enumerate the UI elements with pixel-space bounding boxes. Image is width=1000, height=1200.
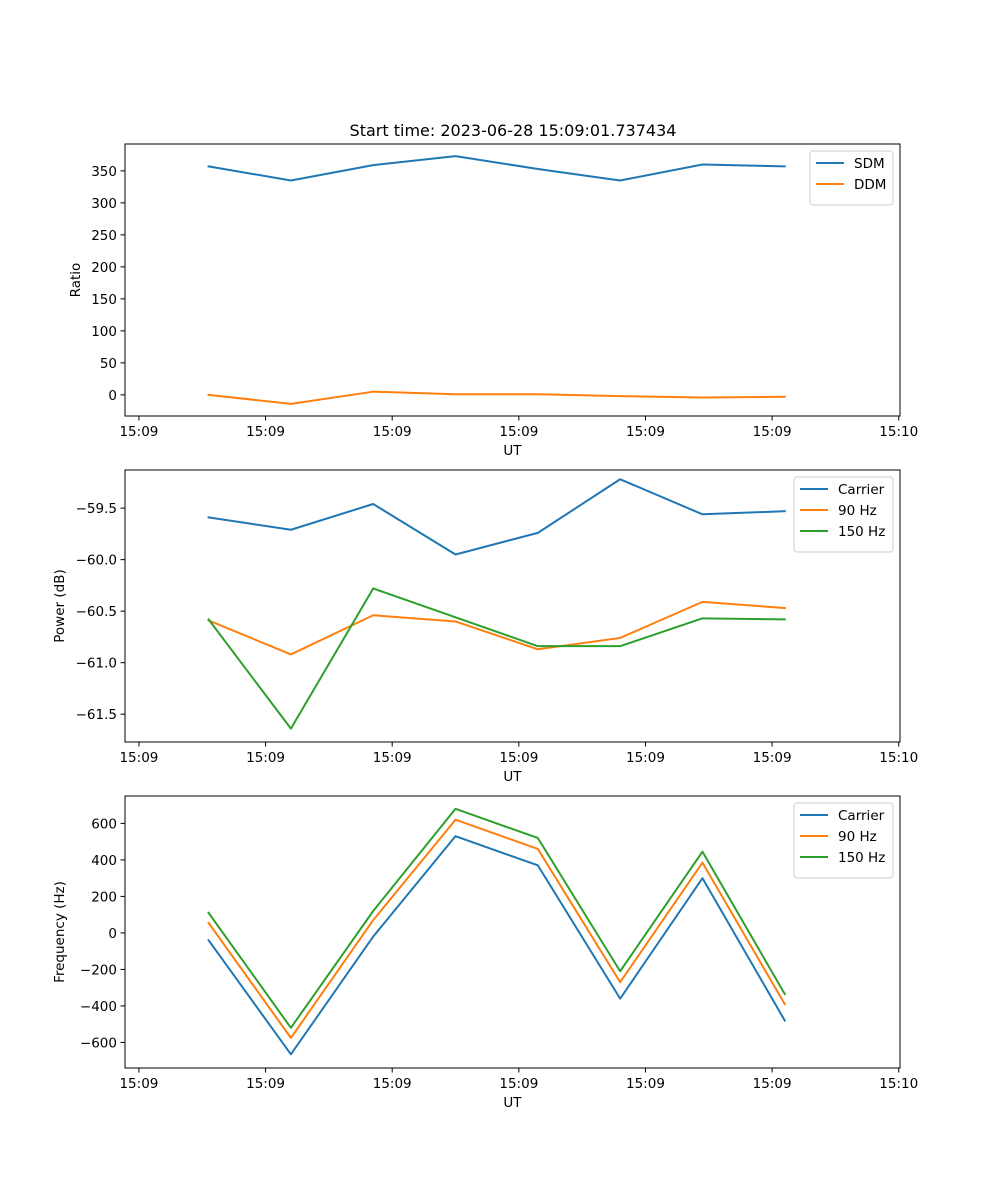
ratio-y-tick-label: 0 <box>108 388 117 404</box>
frequency-y-tick-label: −200 <box>80 962 117 978</box>
ratio-series-sdm-line <box>207 155 786 182</box>
power-series-150-hz-line <box>207 587 786 730</box>
frequency-y-tick-label: 600 <box>91 816 117 832</box>
power-axes-frame <box>124 469 901 743</box>
frequency-y-tick-label: −400 <box>80 999 117 1015</box>
power-x-tick-label: 15:09 <box>246 750 285 766</box>
power-y-axis-label: Power (dB) <box>52 569 68 642</box>
ratio-series-ddm-line <box>207 390 786 405</box>
power-subplot: 15:09 15:09 15:09 15:09 15:09 15:09 15:10 −61.5… <box>52 469 918 785</box>
power-x-tick-label: 15:09 <box>119 750 158 766</box>
frequency-x-tick-label: 15:09 <box>373 1076 412 1092</box>
frequency-x-tick-label: 15:09 <box>499 1076 538 1092</box>
frequency-series-90-hz-line <box>207 818 787 1039</box>
power-legend-label: Carrier <box>838 482 885 498</box>
power-y-tick-label: −60.0 <box>76 553 117 569</box>
power-y-tick-label: −61.5 <box>76 707 117 723</box>
power-y-tick-label: −59.5 <box>76 501 117 517</box>
ratio-legend-label: DDM <box>854 177 886 193</box>
ratio-y-tick-label: 250 <box>91 228 117 244</box>
frequency-y-tick-label: −600 <box>80 1035 117 1051</box>
frequency-x-tick-label: 15:09 <box>753 1076 792 1092</box>
frequency-axes-frame <box>124 795 901 1069</box>
frequency-y-tick-label: 0 <box>108 926 117 942</box>
ratio-axes-frame <box>124 143 901 417</box>
frequency-x-tick-label: 15:09 <box>246 1076 285 1092</box>
power-y-tick-label: −60.5 <box>76 604 117 620</box>
ratio-y-tick-label: 200 <box>91 260 117 276</box>
power-legend <box>793 476 894 553</box>
ratio-y-tick-label: 50 <box>100 356 117 372</box>
frequency-legend-label: Carrier <box>838 808 885 824</box>
frequency-x-axis-label: UT <box>503 1095 522 1111</box>
ratio-y-axis-label: Ratio <box>68 263 84 298</box>
frequency-subplot: 15:09 15:09 15:09 15:09 15:09 15:09 15:10 −600 −… <box>52 795 918 1111</box>
frequency-series-150-hz-line <box>207 807 787 1029</box>
ratio-x-tick-label: 15:10 <box>879 424 918 440</box>
ratio-legend-label: SDM <box>854 156 885 172</box>
ratio-x-tick-label: 15:09 <box>626 424 665 440</box>
frequency-y-axis-label: Frequency (Hz) <box>52 881 68 983</box>
ratio-x-tick-label: 15:09 <box>246 424 285 440</box>
frequency-legend-label: 90 Hz <box>838 829 877 845</box>
power-series-90-hz-line <box>207 600 786 656</box>
ratio-x-axis-label: UT <box>503 443 522 459</box>
ratio-x-tick-label: 15:09 <box>753 424 792 440</box>
ratio-x-tick-label: 15:09 <box>499 424 538 440</box>
frequency-x-tick-label: 15:10 <box>879 1076 918 1092</box>
power-legend-label: 90 Hz <box>838 503 877 519</box>
ratio-y-tick-label: 100 <box>91 324 117 340</box>
power-y-tick-label: −61.0 <box>76 656 117 672</box>
power-legend-label: 150 Hz <box>838 524 885 540</box>
frequency-x-tick-label: 15:09 <box>119 1076 158 1092</box>
figure-title: Start time: 2023-06-28 15:09:01.737434 <box>350 121 677 140</box>
power-x-tick-label: 15:10 <box>879 750 918 766</box>
power-x-tick-label: 15:09 <box>753 750 792 766</box>
frequency-y-tick-label: 400 <box>91 853 117 869</box>
power-x-tick-label: 15:09 <box>499 750 538 766</box>
ratio-y-tick-label: 300 <box>91 196 117 212</box>
frequency-series-carrier-line <box>207 835 787 1056</box>
frequency-y-tick-label: 200 <box>91 889 117 905</box>
power-x-axis-label: UT <box>503 769 522 785</box>
frequency-legend-label: 150 Hz <box>838 850 885 866</box>
ratio-y-tick-label: 350 <box>91 164 117 180</box>
frequency-legend <box>793 802 894 879</box>
ratio-legend <box>809 150 894 206</box>
power-series-carrier-line <box>207 478 786 556</box>
ratio-x-tick-label: 15:09 <box>373 424 412 440</box>
ratio-subplot: 15:09 15:09 15:09 15:09 15:09 15:09 15:10 0 50 10… <box>68 143 918 459</box>
ratio-x-tick-label: 15:09 <box>119 424 158 440</box>
power-x-tick-label: 15:09 <box>373 750 412 766</box>
power-x-tick-label: 15:09 <box>626 750 665 766</box>
ratio-y-tick-label: 150 <box>91 292 117 308</box>
frequency-x-tick-label: 15:09 <box>626 1076 665 1092</box>
